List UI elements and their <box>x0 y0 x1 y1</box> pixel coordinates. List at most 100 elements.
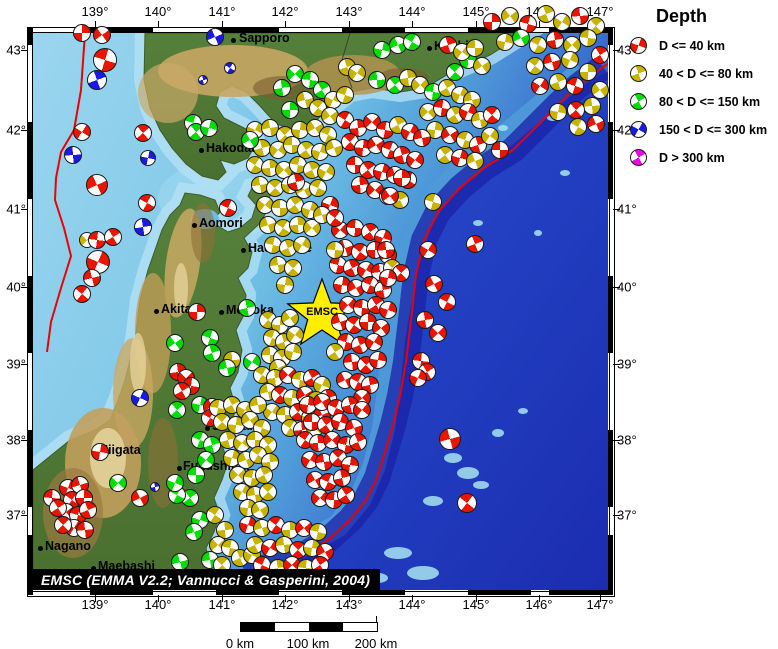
focal-mechanism-ball <box>224 62 236 74</box>
lon-label-top: 143° <box>335 4 363 19</box>
city-dot-hakodate <box>199 148 204 153</box>
focal-mechanism-ball <box>259 483 277 501</box>
focal-mechanism-ball <box>349 433 367 451</box>
focal-mechanism-ball <box>591 81 609 99</box>
focal-mechanism-ball <box>200 119 218 137</box>
focal-mechanism-ball <box>203 344 221 362</box>
lat-label-left: 38° <box>6 432 26 448</box>
focal-mechanism-ball <box>238 299 256 317</box>
city-dot-nagano <box>38 546 43 551</box>
focal-mechanism-ball <box>187 466 205 484</box>
focal-mechanism-ball <box>512 29 530 47</box>
lon-label-bottom: 144° <box>398 597 426 612</box>
focal-mechanism-ball <box>369 351 387 369</box>
focal-mechanism-ball <box>333 469 351 487</box>
focal-mechanism-ball <box>64 146 82 164</box>
focal-mechanism-ball <box>73 285 91 303</box>
focal-mechanism-ball <box>579 29 597 47</box>
legend-title: Depth <box>656 6 707 26</box>
map-frame-bottom <box>28 590 613 595</box>
focal-mechanism-ball <box>379 301 397 319</box>
focal-mechanism-ball <box>284 343 302 361</box>
lat-label-left: 43° <box>6 42 26 58</box>
lon-label-bottom: 141° <box>208 597 236 612</box>
focal-mechanism-ball <box>406 151 424 169</box>
focal-mechanism-ball <box>168 401 186 419</box>
tick-bottom <box>412 595 413 602</box>
focal-mechanism-ball <box>206 28 224 46</box>
focal-mechanism-ball <box>276 276 294 294</box>
focal-mechanism-ball <box>379 269 397 287</box>
tick-bottom <box>600 595 601 602</box>
focal-mechanism-ball <box>529 36 547 54</box>
focal-mechanism-ball <box>336 86 354 104</box>
focal-mechanism-ball <box>337 486 355 504</box>
focal-mechanism-ball <box>251 501 269 519</box>
focal-mechanism-ball <box>409 369 427 387</box>
tick-right <box>613 50 620 51</box>
focal-mechanism-ball <box>73 24 91 42</box>
focal-mechanism-ball <box>481 127 499 145</box>
tick-top <box>539 21 540 28</box>
tick-top <box>412 21 413 28</box>
focal-mechanism-ball <box>79 501 97 519</box>
legend-ball-icon <box>630 149 647 166</box>
lat-label-right: 37° <box>617 507 637 523</box>
tick-right <box>613 440 620 441</box>
tick-right <box>613 364 620 365</box>
focal-mechanism-ball <box>526 57 544 75</box>
legend-ball-icon <box>630 93 647 110</box>
focal-mechanism-ball <box>87 70 107 90</box>
tick-bottom <box>476 595 477 602</box>
focal-mechanism-ball <box>140 150 156 166</box>
lon-label-top: 145° <box>462 4 490 19</box>
focal-mechanism-ball <box>104 228 122 246</box>
map-frame-top <box>28 28 613 33</box>
focal-mechanism-ball <box>138 194 156 212</box>
city-dot-fukushima <box>177 466 182 471</box>
focal-mechanism-ball <box>325 139 343 157</box>
focal-mechanism-ball <box>501 7 519 25</box>
focal-mechanism-ball <box>49 499 67 517</box>
focal-mechanism-ball <box>466 152 484 170</box>
tick-bottom <box>349 595 350 602</box>
focal-mechanism-ball <box>241 131 259 149</box>
focal-mechanism-ball <box>365 333 383 351</box>
scale-bar <box>240 622 378 632</box>
focal-mechanism-ball <box>83 269 101 287</box>
scale-bar-segment <box>275 623 309 631</box>
legend-rows: D <= 40 km 40 < D <= 80 km 80 < D <= 150 k… <box>630 37 778 166</box>
lon-label-bottom: 146° <box>525 597 553 612</box>
focal-mechanism-ball <box>403 33 421 51</box>
focal-mechanism-ball <box>255 466 273 484</box>
city-dot-sendai <box>205 426 210 431</box>
scale-bar-segment <box>241 623 275 631</box>
tick-bottom <box>158 595 159 602</box>
focal-mechanism-ball <box>393 169 411 187</box>
focal-mechanism-ball <box>198 75 208 85</box>
focal-mechanism-ball <box>368 71 386 89</box>
focal-mechanism-ball <box>466 235 484 253</box>
focal-mechanism-ball <box>571 7 589 25</box>
lon-label-bottom: 145° <box>462 597 490 612</box>
focal-mechanism-ball <box>413 129 431 147</box>
focal-mechanism-ball <box>583 97 601 115</box>
focal-mechanism-ball <box>281 309 299 327</box>
map-frame-right <box>608 28 613 595</box>
lon-label-bottom: 147° <box>586 597 614 612</box>
city-dot-akita <box>154 309 159 314</box>
focal-mechanism-ball <box>188 303 206 321</box>
focal-mechanism-ball <box>284 259 302 277</box>
city-dot-kushiro <box>427 46 432 51</box>
legend-label: 80 < D <= 150 km <box>659 94 761 109</box>
scale-bar-segment <box>309 623 343 631</box>
lat-label-left: 37° <box>6 507 26 523</box>
tick-left <box>21 287 28 288</box>
tick-top <box>476 21 477 28</box>
focal-mechanism-ball <box>173 382 191 400</box>
tick-left <box>21 440 28 441</box>
city-dot-hachinohe <box>241 248 246 253</box>
focal-mechanism-ball <box>93 48 117 72</box>
focal-mechanism-ball <box>86 174 108 196</box>
